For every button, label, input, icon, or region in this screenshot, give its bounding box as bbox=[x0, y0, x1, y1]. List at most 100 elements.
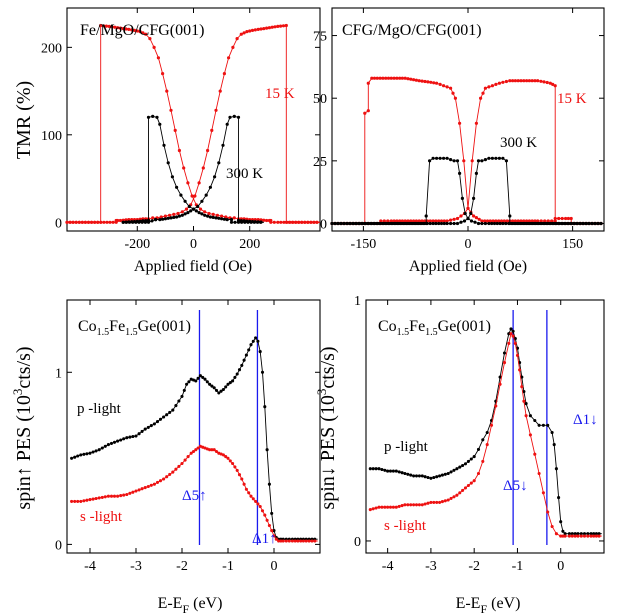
data-point bbox=[375, 76, 379, 80]
data-point bbox=[270, 25, 274, 29]
data-point bbox=[225, 122, 229, 126]
x-axis-label: E-EF (eV) bbox=[158, 595, 223, 614]
data-point bbox=[394, 505, 398, 509]
data-point bbox=[258, 504, 262, 509]
y-tick-label: 25 bbox=[313, 155, 327, 170]
data-point bbox=[533, 219, 537, 223]
data-point bbox=[516, 79, 520, 83]
series-line bbox=[332, 157, 604, 224]
data-point bbox=[455, 216, 460, 221]
data-point bbox=[559, 221, 564, 226]
data-point bbox=[277, 539, 281, 543]
data-point bbox=[449, 496, 453, 500]
data-point bbox=[93, 220, 97, 224]
data-point bbox=[541, 221, 545, 226]
series-line bbox=[67, 24, 320, 223]
data-point bbox=[251, 497, 255, 501]
data-point bbox=[207, 211, 211, 216]
data-point bbox=[481, 91, 485, 95]
data-point bbox=[551, 82, 555, 86]
data-point bbox=[472, 214, 476, 218]
data-point bbox=[579, 532, 583, 536]
data-point bbox=[99, 220, 103, 224]
data-point bbox=[112, 440, 117, 444]
annotation-300k: 300 K bbox=[500, 135, 537, 151]
data-point bbox=[469, 211, 473, 216]
data-point bbox=[432, 81, 436, 85]
data-point bbox=[226, 456, 230, 460]
data-point bbox=[579, 534, 583, 538]
data-point bbox=[242, 219, 246, 223]
annotation-p-light: p -light bbox=[77, 401, 122, 417]
data-point bbox=[589, 532, 593, 536]
data-point bbox=[194, 209, 198, 213]
y-tick-label: 1 bbox=[354, 294, 361, 309]
data-point bbox=[263, 513, 267, 517]
data-point bbox=[428, 159, 432, 163]
data-point bbox=[409, 473, 413, 477]
data-point bbox=[541, 491, 545, 495]
data-point bbox=[140, 429, 144, 433]
data-point bbox=[596, 221, 600, 226]
data-point bbox=[245, 219, 249, 223]
data-point bbox=[231, 45, 235, 50]
data-point bbox=[443, 472, 447, 476]
data-point bbox=[219, 389, 223, 393]
data-point bbox=[420, 79, 424, 83]
data-point bbox=[546, 219, 550, 223]
data-point bbox=[162, 143, 166, 147]
data-point bbox=[137, 488, 141, 492]
data-point bbox=[519, 79, 523, 83]
data-point bbox=[582, 534, 587, 538]
data-point bbox=[116, 26, 120, 30]
data-point bbox=[573, 534, 577, 538]
data-point bbox=[567, 532, 571, 536]
data-point bbox=[368, 508, 372, 512]
data-point bbox=[533, 79, 537, 83]
data-point bbox=[221, 453, 225, 457]
data-point bbox=[222, 72, 226, 76]
data-point bbox=[113, 25, 117, 29]
tick-labels: -150 0 150 0 25 50 75 bbox=[313, 30, 583, 252]
data-point bbox=[392, 76, 396, 80]
plot-frame bbox=[331, 7, 605, 232]
data-point bbox=[406, 503, 410, 507]
data-point bbox=[143, 220, 147, 224]
data-point bbox=[121, 27, 125, 31]
data-point bbox=[190, 194, 194, 198]
data-point bbox=[544, 221, 548, 226]
data-point bbox=[228, 459, 232, 463]
data-point bbox=[494, 404, 498, 408]
plot-frame bbox=[66, 299, 321, 554]
data-point bbox=[108, 220, 112, 224]
data-point bbox=[491, 219, 495, 223]
data-point bbox=[177, 148, 181, 153]
data-point bbox=[586, 534, 590, 538]
data-point bbox=[442, 221, 446, 226]
data-point bbox=[177, 464, 181, 468]
data-point bbox=[99, 23, 103, 28]
data-point bbox=[460, 196, 464, 200]
data-point bbox=[101, 24, 106, 28]
data-point bbox=[539, 79, 543, 83]
data-point bbox=[150, 219, 154, 223]
data-point bbox=[461, 463, 465, 468]
data-point bbox=[466, 206, 470, 210]
data-point bbox=[536, 79, 540, 83]
data-point bbox=[578, 221, 582, 226]
data-point bbox=[249, 494, 253, 498]
data-point bbox=[299, 539, 303, 543]
data-point bbox=[203, 210, 207, 214]
data-point bbox=[550, 221, 555, 226]
data-point bbox=[480, 219, 484, 223]
data-point bbox=[480, 221, 484, 226]
data-point bbox=[227, 56, 231, 60]
data-point bbox=[206, 214, 210, 218]
data-point bbox=[279, 539, 283, 543]
data-point bbox=[414, 474, 419, 478]
data-point bbox=[485, 219, 490, 223]
y-tick-label: 100 bbox=[41, 129, 62, 144]
data-point bbox=[82, 452, 86, 456]
data-point bbox=[86, 220, 91, 224]
